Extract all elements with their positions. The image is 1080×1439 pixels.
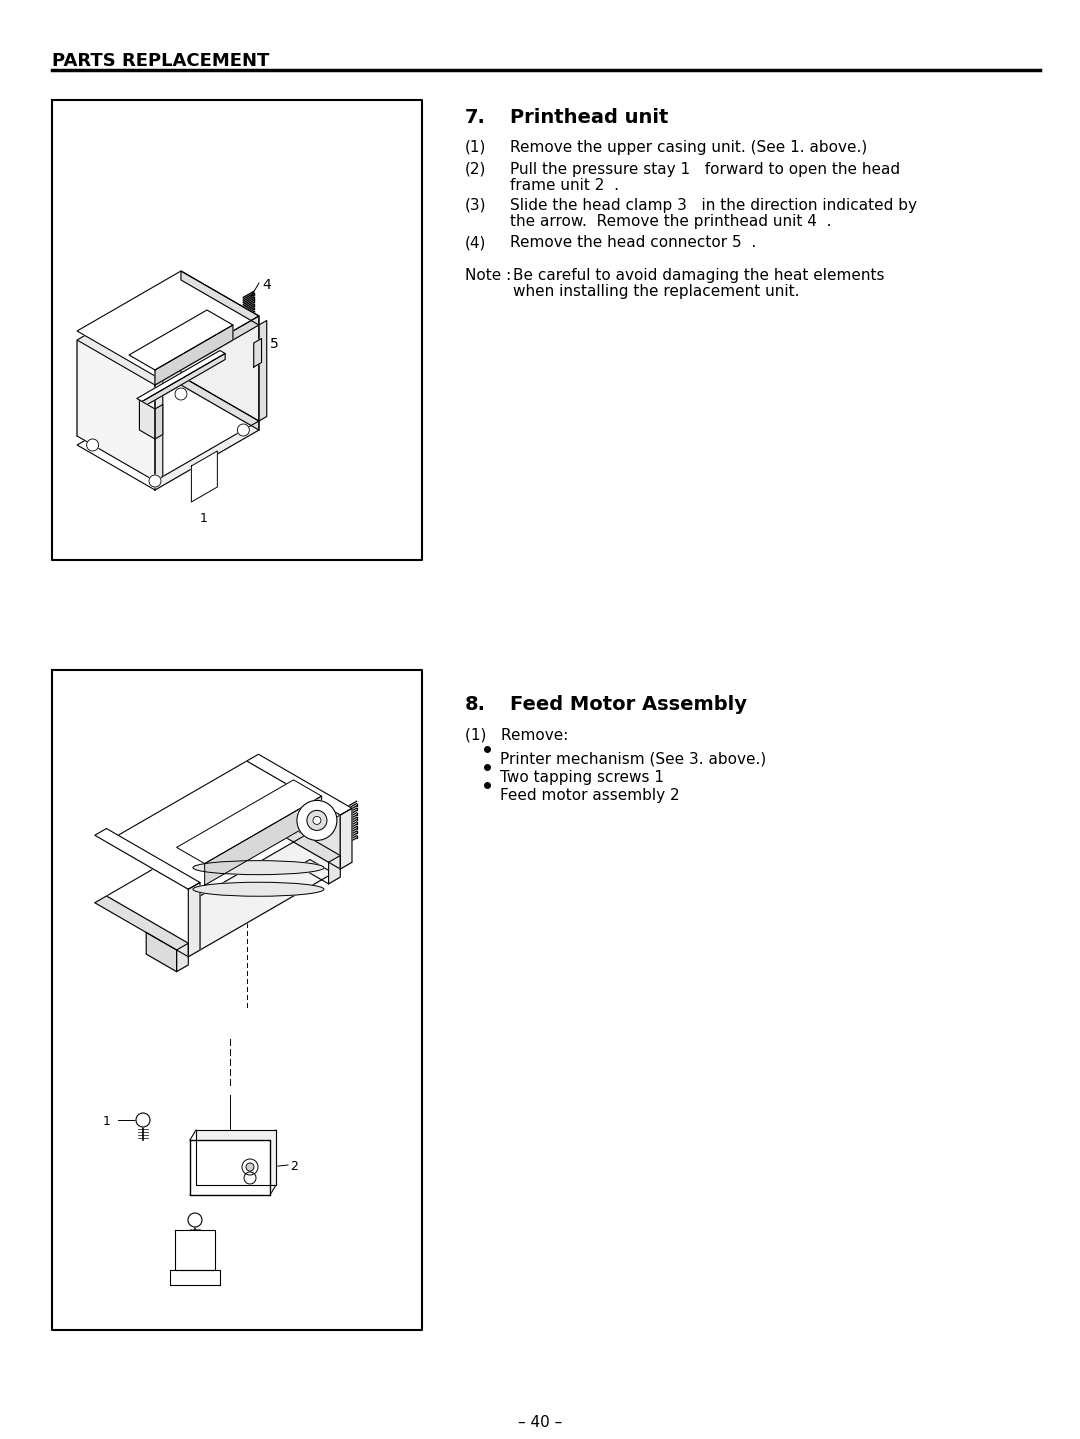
Polygon shape <box>156 380 163 481</box>
Circle shape <box>246 1163 254 1171</box>
Text: 8.: 8. <box>465 695 486 714</box>
Circle shape <box>86 439 98 450</box>
Text: frame unit 2  .: frame unit 2 . <box>510 178 619 193</box>
Polygon shape <box>139 400 156 439</box>
Polygon shape <box>156 422 259 491</box>
Polygon shape <box>254 338 261 367</box>
Circle shape <box>297 800 337 840</box>
Polygon shape <box>77 340 156 481</box>
Polygon shape <box>95 896 200 957</box>
Text: 1: 1 <box>200 512 207 525</box>
Text: PARTS REPLACEMENT: PARTS REPLACEMENT <box>52 52 269 71</box>
Polygon shape <box>95 829 200 889</box>
Polygon shape <box>170 1271 220 1285</box>
Text: (3): (3) <box>465 199 486 213</box>
Text: Feed motor assembly 2: Feed motor assembly 2 <box>500 789 679 803</box>
Circle shape <box>149 475 161 486</box>
Polygon shape <box>77 386 259 491</box>
Circle shape <box>307 810 327 830</box>
Text: when installing the replacement unit.: when installing the replacement unit. <box>513 283 799 299</box>
Polygon shape <box>259 321 267 422</box>
Text: – 40 –: – 40 – <box>518 1415 562 1430</box>
Polygon shape <box>190 1140 270 1194</box>
Polygon shape <box>200 814 340 950</box>
Text: (4): (4) <box>465 235 486 250</box>
Polygon shape <box>137 351 225 401</box>
Ellipse shape <box>193 882 324 896</box>
Polygon shape <box>156 325 233 386</box>
Polygon shape <box>146 947 188 971</box>
Text: 2: 2 <box>111 376 120 390</box>
Circle shape <box>242 1158 258 1176</box>
Polygon shape <box>181 376 259 430</box>
Circle shape <box>175 389 187 400</box>
Polygon shape <box>195 1130 276 1184</box>
Text: the arrow.  Remove the printhead unit 4  .: the arrow. Remove the printhead unit 4 . <box>510 214 832 229</box>
Polygon shape <box>156 404 163 439</box>
Polygon shape <box>175 1230 215 1271</box>
Polygon shape <box>191 450 217 502</box>
Polygon shape <box>77 271 259 376</box>
Text: 5: 5 <box>270 337 279 351</box>
Polygon shape <box>246 754 352 814</box>
Polygon shape <box>298 859 340 884</box>
Polygon shape <box>52 99 422 560</box>
Text: Slide the head clamp 3   in the direction indicated by: Slide the head clamp 3 in the direction … <box>510 199 917 213</box>
Text: Note :: Note : <box>465 268 511 283</box>
Polygon shape <box>107 814 340 950</box>
Polygon shape <box>77 281 181 436</box>
Polygon shape <box>177 943 188 971</box>
Polygon shape <box>188 882 200 957</box>
Text: 1: 1 <box>107 409 116 423</box>
Polygon shape <box>246 809 352 869</box>
Polygon shape <box>146 932 177 971</box>
Text: Two tapping screws 1: Two tapping screws 1 <box>500 770 664 786</box>
Text: (1)   Remove:: (1) Remove: <box>465 728 568 743</box>
Text: 7.: 7. <box>465 108 486 127</box>
Text: Remove the upper casing unit. (See 1. above.): Remove the upper casing unit. (See 1. ab… <box>510 140 867 155</box>
Text: Printer mechanism (See 3. above.): Printer mechanism (See 3. above.) <box>500 753 766 767</box>
Polygon shape <box>107 761 340 896</box>
Text: (2): (2) <box>465 163 486 177</box>
Text: 1: 1 <box>103 1115 111 1128</box>
Circle shape <box>313 816 321 825</box>
Polygon shape <box>52 671 422 1330</box>
Polygon shape <box>328 856 340 884</box>
Ellipse shape <box>193 861 324 875</box>
Text: Feed Motor Assembly: Feed Motor Assembly <box>510 695 747 714</box>
Text: Pull the pressure stay 1   forward to open the head: Pull the pressure stay 1 forward to open… <box>510 163 900 177</box>
Text: Be careful to avoid damaging the heat elements: Be careful to avoid damaging the heat el… <box>513 268 885 283</box>
Polygon shape <box>129 309 233 370</box>
Polygon shape <box>246 761 340 869</box>
Polygon shape <box>141 354 225 407</box>
Text: 2: 2 <box>291 1160 298 1173</box>
Text: (1): (1) <box>465 140 486 155</box>
Polygon shape <box>181 271 259 325</box>
Text: 3: 3 <box>120 435 129 448</box>
Text: Remove the head connector 5  .: Remove the head connector 5 . <box>510 235 756 250</box>
Polygon shape <box>181 281 259 422</box>
Circle shape <box>238 425 249 436</box>
Circle shape <box>188 1213 202 1227</box>
Circle shape <box>244 1171 256 1184</box>
Polygon shape <box>205 796 322 885</box>
Polygon shape <box>156 317 259 386</box>
Polygon shape <box>177 780 322 863</box>
Circle shape <box>136 1112 150 1127</box>
Text: Printhead unit: Printhead unit <box>510 108 669 127</box>
Text: 4: 4 <box>262 278 271 292</box>
Polygon shape <box>340 809 352 869</box>
